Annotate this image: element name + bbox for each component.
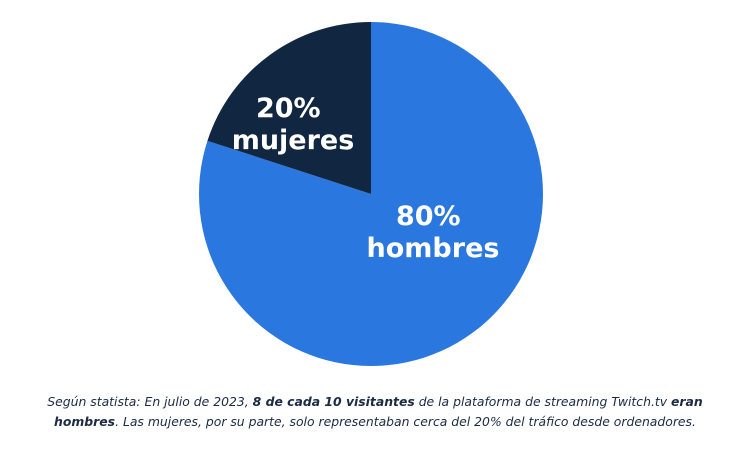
slice-name-mujeres: mujeres <box>232 125 355 156</box>
slice-label-hombres: 80% hombres <box>367 201 500 264</box>
caption-bold-1: 8 de cada 10 visitantes <box>252 394 415 409</box>
pie-chart: 20% mujeres 80% hombres <box>198 22 543 367</box>
slice-label-mujeres: 20% mujeres <box>232 93 355 156</box>
slice-name-hombres: hombres <box>367 233 500 264</box>
caption: Según statista: En julio de 2023, 8 de c… <box>20 392 730 432</box>
pie-slice-mujeres <box>207 22 371 194</box>
caption-bold-2: eran hombres <box>54 394 703 429</box>
slice-value-hombres: 80% <box>396 201 461 232</box>
pie-slice-hombres <box>198 22 543 367</box>
caption-text-2: de la plataforma de streaming Twitch.tv <box>414 394 672 409</box>
caption-text-3: . Las mujeres, por su parte, solo repres… <box>115 414 696 429</box>
caption-text-1: Según statista: En julio de 2023, <box>47 394 253 409</box>
slice-value-mujeres: 20% <box>256 93 321 124</box>
